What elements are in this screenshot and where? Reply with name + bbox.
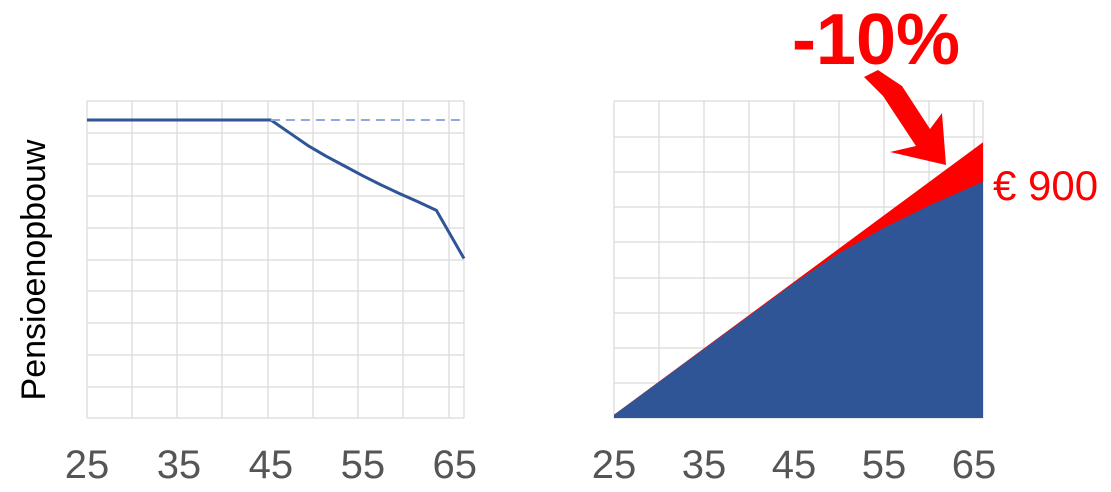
left-x-tick-label: 65 <box>433 443 478 487</box>
left-x-ticks: 25 35 45 55 65 <box>65 443 477 487</box>
callout-arrow-icon <box>864 70 946 165</box>
right-x-tick-label: 35 <box>682 443 727 487</box>
right-x-ticks: 25 35 45 55 65 <box>592 443 997 487</box>
left-x-tick-label: 25 <box>65 443 110 487</box>
pension-accrual-line <box>87 118 466 260</box>
reduction-value-label: € 900 <box>993 162 1098 209</box>
right-x-tick-label: 45 <box>772 443 817 487</box>
right-x-tick-label: 55 <box>862 443 907 487</box>
left-series-marks <box>87 118 466 260</box>
accrued-pension-area <box>614 181 983 418</box>
left-x-tick-label: 55 <box>341 443 386 487</box>
right-chart-panel: 25 35 45 55 65 -10% € 900 <box>592 0 1098 487</box>
reduction-callout: -10% <box>792 0 960 80</box>
left-x-tick-label: 45 <box>249 443 294 487</box>
left-y-axis-label: Pensioenopbouw <box>15 139 53 400</box>
left-x-tick-label: 35 <box>157 443 202 487</box>
right-series-marks <box>614 142 983 418</box>
left-grid <box>86 100 465 419</box>
right-x-tick-label: 25 <box>592 443 637 487</box>
left-chart-panel: Pensioenopbouw 25 35 45 55 65 <box>15 100 477 487</box>
right-x-tick-label: 65 <box>952 443 997 487</box>
